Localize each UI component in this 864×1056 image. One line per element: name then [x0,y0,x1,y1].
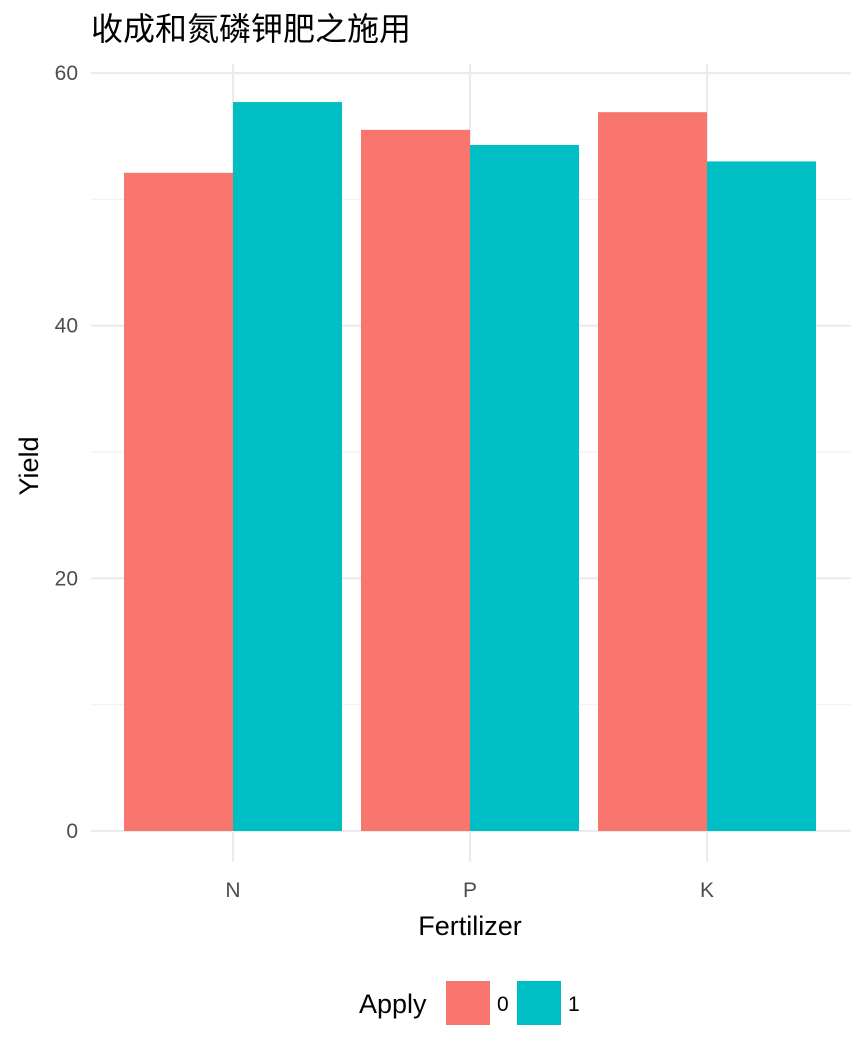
legend-label: 0 [497,993,509,1016]
legend-label: 1 [568,993,580,1016]
x-tick-label: N [225,879,240,902]
x-axis-title: Fertilizer [418,911,522,941]
bar [124,172,233,831]
bar [361,129,470,832]
y-axis-title: Yield [14,436,44,495]
y-tick-label: 40 [55,315,78,338]
x-tick-label: K [700,879,714,902]
tick-labels: 0 20 40 60 N P K [55,62,714,902]
legend-key [446,981,490,1025]
y-tick-label: 20 [55,567,78,590]
legend-key [517,981,561,1025]
x-tick-label: P [463,879,477,902]
y-tick-label: 60 [55,62,78,85]
bar [598,112,707,831]
bars [124,102,816,832]
bar [233,102,342,832]
bar [470,145,579,831]
y-tick-label: 0 [66,820,78,843]
bar [707,161,816,831]
chart-title: 收成和氮磷钾肥之施用 [91,10,411,48]
legend-title: Apply [359,989,427,1019]
